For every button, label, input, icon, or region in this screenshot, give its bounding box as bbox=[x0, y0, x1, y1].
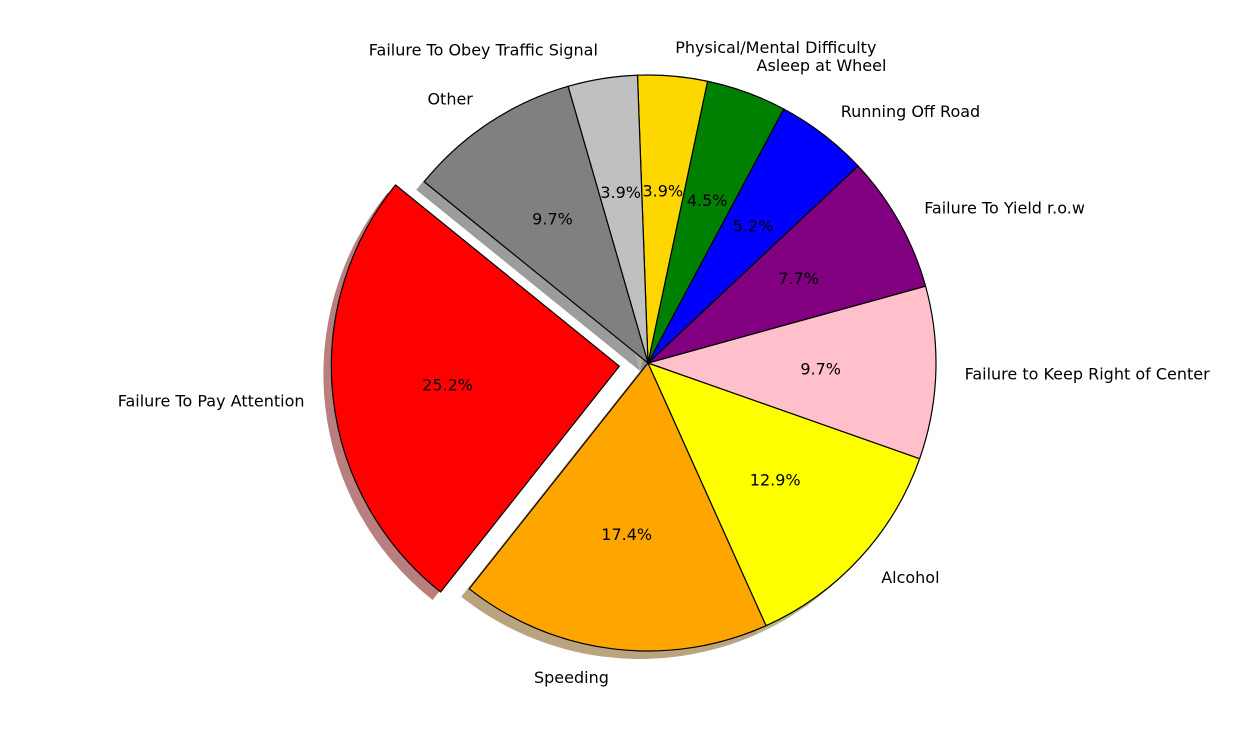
percent-label-physical-mental-difficulty: 3.9% bbox=[642, 181, 683, 200]
category-label-layer: Failure To Pay Attention Speeding Alcohol F… bbox=[118, 38, 1210, 687]
slice-failure-to-yield-r-o-w bbox=[647, 165, 927, 364]
category-label-running-off-road: Running Off Road bbox=[841, 102, 981, 121]
percent-label-failure-to-yield-r-o-w: 7.7% bbox=[778, 269, 819, 288]
percent-label-asleep-at-wheel: 4.5% bbox=[687, 191, 728, 210]
category-label-failure-to-obey-traffic-signal: Failure To Obey Traffic Signal bbox=[369, 41, 598, 60]
percent-label-alcohol: 12.9% bbox=[750, 471, 801, 490]
percent-label-running-off-road: 5.2% bbox=[733, 216, 774, 235]
slice-layer bbox=[330, 74, 937, 652]
percent-label-failure-to-keep-right-of-center: 9.7% bbox=[800, 359, 841, 378]
category-label-physical-mental-difficulty: Physical/Mental Difficulty bbox=[675, 38, 876, 57]
percent-label-failure-to-obey-traffic-signal: 3.9% bbox=[600, 183, 641, 202]
category-label-failure-to-pay-attention: Failure To Pay Attention bbox=[118, 392, 305, 411]
slice-failure-to-pay-attention bbox=[330, 184, 620, 593]
percent-label-layer: 25.2%17.4%12.9%9.7%7.7%5.2%4.5%3.9%3.9%9… bbox=[422, 181, 841, 544]
category-label-alcohol: Alcohol bbox=[881, 568, 939, 587]
category-label-failure-to-keep-right-of-center: Failure to Keep Right of Center bbox=[965, 364, 1211, 383]
category-label-failure-to-yield-r-o-w: Failure To Yield r.o.w bbox=[924, 198, 1085, 217]
percent-label-speeding: 17.4% bbox=[601, 525, 652, 544]
slice-failure-to-keep-right-of-center bbox=[647, 285, 937, 460]
percent-label-failure-to-pay-attention: 25.2% bbox=[422, 376, 473, 395]
slice-speeding bbox=[468, 362, 767, 652]
percent-label-other: 9.7% bbox=[532, 210, 573, 229]
slice-alcohol bbox=[647, 362, 921, 627]
category-label-speeding: Speeding bbox=[534, 668, 609, 687]
category-label-asleep-at-wheel: Asleep at Wheel bbox=[757, 56, 887, 75]
category-label-other: Other bbox=[427, 90, 473, 109]
slice-other bbox=[423, 85, 649, 364]
